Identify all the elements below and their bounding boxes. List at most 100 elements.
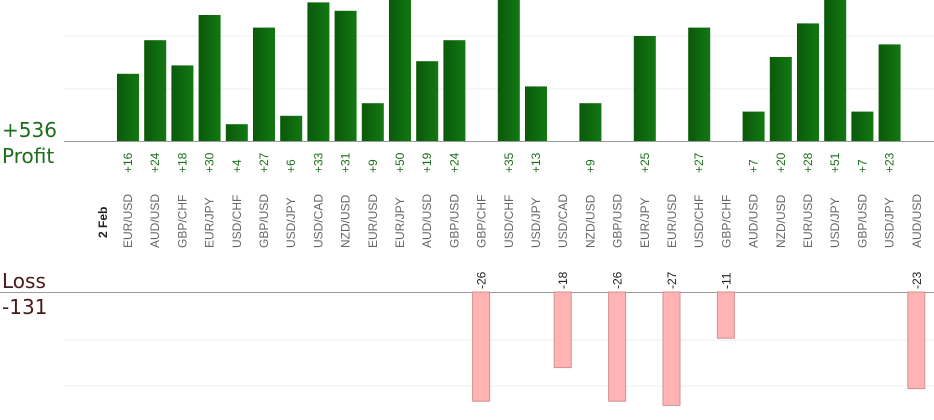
profit-value-label: +35: [502, 152, 516, 173]
profit-value-label: +7: [855, 159, 869, 173]
pair-label: AUD/USD: [148, 194, 162, 248]
profit-bar: [416, 61, 439, 142]
profit-value-label: +51: [828, 152, 842, 173]
date-label: 2 Feb: [96, 207, 110, 238]
pair-label: GBP/USD: [611, 194, 625, 248]
profit-value-label: +6: [284, 159, 298, 173]
pair-label: EUR/JPY: [393, 197, 407, 248]
profit-bar: [389, 0, 411, 141]
grid: [0, 35, 934, 387]
pair-labels: EUR/USD AUD/USD GBP/CHF EUR/JPY USD/CHF GBP/U…: [121, 194, 924, 248]
profit-bar: [824, 0, 847, 141]
profit-bar: [878, 44, 901, 141]
loss-value-label: -23: [910, 271, 924, 289]
profit-bar: [742, 111, 765, 141]
profit-bar: [497, 0, 520, 141]
profit-bars: [117, 0, 901, 142]
pair-label: EUR/USD: [801, 194, 815, 248]
loss-bars: [472, 291, 926, 406]
profit-bar: [225, 124, 248, 141]
profit-value-label: +13: [529, 152, 543, 173]
pair-label: AUD/USD: [910, 194, 924, 248]
profit-bar: [307, 2, 330, 142]
profit-bar: [579, 103, 602, 141]
loss-bar: [608, 291, 627, 402]
profit-bar: [171, 65, 194, 141]
pair-label: NZD/USD: [339, 194, 353, 248]
profit-bar: [117, 73, 139, 141]
pair-label: USD/JPY: [284, 197, 298, 248]
loss-labels: -26 -18 -26 -27 -11 -23: [475, 271, 924, 289]
profit-value-label: +50: [393, 152, 407, 173]
profit-bar: [443, 40, 466, 142]
profit-value-label: +18: [175, 152, 189, 173]
loss-bar: [662, 291, 681, 406]
pair-label: NZD/USD: [583, 194, 597, 248]
profit-bar: [525, 86, 547, 141]
profit-value-label: +24: [447, 152, 461, 173]
loss-total: -131: [2, 295, 48, 319]
loss-label: Loss: [2, 269, 46, 293]
loss-value-label: -27: [665, 271, 679, 289]
loss-bar: [553, 291, 572, 369]
profit-value-label: +27: [257, 152, 271, 173]
profit-value-label: +33: [311, 152, 325, 173]
profit-value-label: +23: [883, 152, 897, 173]
pair-label: USD/JPY: [529, 197, 543, 248]
pair-label: GBP/USD: [447, 194, 461, 248]
pair-label: USD/CAD: [311, 194, 325, 248]
profit-bar: [198, 15, 221, 141]
loss-value-label: -26: [475, 271, 489, 289]
pair-label: GBP/USD: [855, 194, 869, 248]
profit-value-label: +7: [747, 159, 761, 173]
profit-value-label: +20: [774, 152, 788, 173]
profit-bar: [851, 111, 874, 141]
profit-labels: +16 +24 +18 +30 +4 +27 +6 +33 +31 +9 +50 +19 +24 +35 +…: [121, 152, 897, 173]
loss-value-label: -18: [556, 271, 570, 289]
profit-bar: [769, 57, 792, 141]
pair-label: AUD/USD: [747, 194, 761, 248]
profit-value-label: +25: [638, 152, 652, 173]
loss-value-label: -26: [611, 271, 625, 289]
profit-label: Profit: [2, 144, 55, 168]
profit-value-label: +28: [801, 152, 815, 173]
pair-label: EUR/JPY: [638, 197, 652, 248]
pair-label: GBP/USD: [257, 194, 271, 248]
loss-value-label: -11: [719, 272, 733, 289]
profit-bar: [797, 23, 819, 141]
profit-value-label: +19: [420, 152, 434, 173]
loss-bar: [907, 291, 926, 390]
profit-bar: [253, 27, 275, 142]
pair-label: GBP/CHF: [719, 195, 733, 248]
profit-bar: [334, 10, 357, 141]
profit-bar: [633, 36, 656, 141]
pair-label: USD/CHF: [692, 195, 706, 248]
profit-value-label: +30: [203, 152, 217, 173]
loss-bar: [472, 291, 491, 402]
pair-label: EUR/USD: [665, 194, 679, 248]
pair-label: USD/JPY: [828, 197, 842, 248]
profit-value-label: +4: [230, 159, 244, 173]
pair-label: EUR/JPY: [203, 197, 217, 248]
pair-label: USD/CHF: [502, 195, 516, 248]
profit-value-label: +16: [121, 152, 135, 173]
profit-value-label: +27: [692, 152, 706, 173]
pair-label: NZD/USD: [774, 194, 788, 248]
pair-label: AUD/USD: [420, 194, 434, 248]
pair-label: EUR/USD: [366, 194, 380, 248]
pair-label: GBP/CHF: [475, 195, 489, 248]
profit-value-label: +9: [583, 159, 597, 173]
pair-label: USD/JPY: [883, 197, 897, 248]
profit-value-label: +24: [148, 152, 162, 173]
pair-label: USD/CHF: [230, 195, 244, 248]
profit-bar: [144, 40, 167, 142]
loss-bar: [716, 291, 735, 339]
profit-bar: [361, 103, 384, 141]
profit-bar: [688, 27, 711, 142]
pair-label: GBP/CHF: [175, 195, 189, 248]
profit-value-label: +31: [339, 152, 353, 173]
pair-label: USD/CAD: [556, 194, 570, 248]
profit-total: +536: [2, 118, 57, 142]
profit-bar: [280, 115, 303, 141]
